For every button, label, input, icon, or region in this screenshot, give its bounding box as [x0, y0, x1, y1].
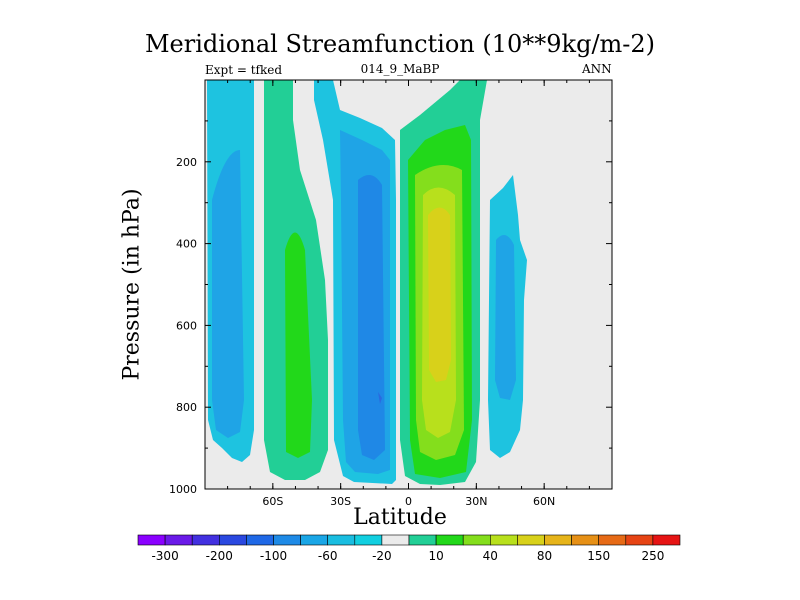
- colorbar-swatch: [273, 534, 301, 546]
- colorbar-legend: -300 -200 -100 -60 -20 10 40 80 150 250: [137, 534, 681, 563]
- y-tick-label: 400: [176, 238, 197, 251]
- colorbar-swatch: [191, 534, 220, 546]
- colorbar-label: 150: [587, 549, 610, 563]
- contour-band: [495, 235, 516, 400]
- colorbar-label: 250: [641, 549, 664, 563]
- colorbar-swatch: [381, 534, 410, 546]
- colorbar-swatch: [517, 534, 545, 546]
- southern-polar-cell: [207, 80, 254, 462]
- contour-band: [285, 232, 312, 458]
- x-tick-label: 30N: [465, 495, 487, 508]
- colorbar-label: -300: [151, 549, 178, 563]
- colorbar-swatch: [408, 534, 437, 546]
- contour-band: [212, 150, 244, 438]
- colorbar-label: -60: [318, 549, 338, 563]
- contour-band: [358, 175, 385, 460]
- colorbar-label: -200: [206, 549, 233, 563]
- colorbar-swatch: [652, 534, 681, 546]
- x-tick-label: 30S: [330, 495, 351, 508]
- season-label: ANN: [582, 62, 612, 76]
- colorbar-swatch: [137, 534, 166, 546]
- y-tick-label: 600: [176, 319, 197, 332]
- colorbar-swatch: [598, 534, 627, 546]
- colorbar-swatch: [327, 534, 356, 546]
- colorbar-label: -100: [260, 549, 287, 563]
- colorbar-label: 10: [428, 549, 443, 563]
- southern-ferrel-cell: [264, 80, 328, 480]
- colorbar-label: 40: [483, 549, 498, 563]
- chart-title: Meridional Streamfunction (10**9kg/m-2): [144, 30, 656, 58]
- colorbar-swatch: [571, 534, 599, 546]
- colorbar-label: -20: [372, 549, 392, 563]
- x-tick-label: 60S: [262, 495, 283, 508]
- x-tick-label: 60N: [533, 495, 555, 508]
- colorbar-swatch: [300, 534, 329, 546]
- colorbar-swatch: [544, 534, 572, 546]
- colorbar-swatch: [489, 534, 518, 546]
- colorbar-swatch: [625, 534, 654, 546]
- colorbar-swatch: [435, 534, 464, 546]
- northern-hadley-cell: [400, 80, 487, 485]
- southern-hadley-cell: [314, 80, 396, 484]
- colorbar-label: 80: [537, 549, 552, 563]
- contour-band: [428, 207, 451, 382]
- y-tick-label: 800: [176, 401, 197, 414]
- colorbar-swatch: [354, 534, 383, 546]
- colorbar-swatch: [246, 534, 274, 546]
- axis-ticks: 60S 30S 0 30N 60N 200 400 600 800 1000: [169, 80, 612, 508]
- experiment-label: Expt = tfked: [205, 63, 283, 77]
- contour-band: [378, 392, 382, 404]
- colorbar-swatch: [164, 534, 193, 546]
- y-tick-label: 200: [176, 156, 197, 169]
- x-tick-label: 0: [405, 495, 412, 508]
- case-label: 014_9_MaBP: [360, 62, 440, 76]
- x-axis-label: Latitude: [353, 505, 447, 530]
- colorbar-swatch: [462, 534, 491, 546]
- colorbar-swatch: [219, 534, 247, 546]
- y-tick-label: 1000: [169, 483, 197, 496]
- northern-ferrel-cell: [488, 175, 527, 458]
